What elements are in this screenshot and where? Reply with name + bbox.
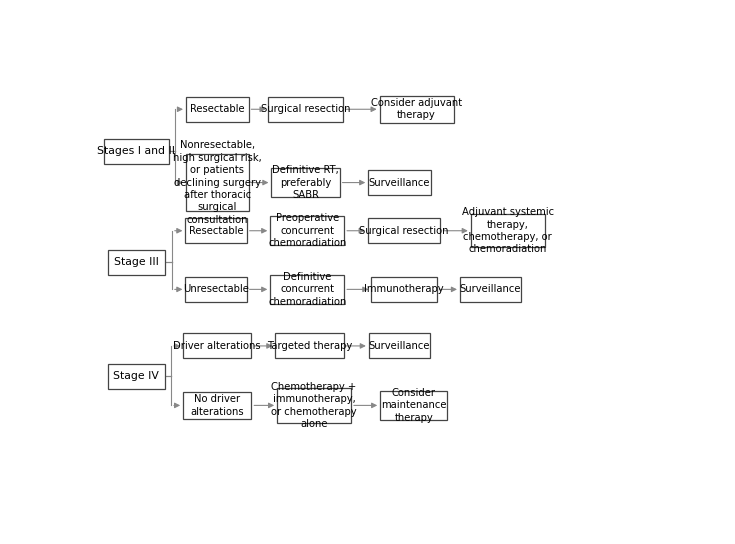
Text: Adjuvant systemic
therapy,
chemotherapy, or
chemoradiation: Adjuvant systemic therapy, chemotherapy,… [462, 207, 553, 255]
Text: Resectable: Resectable [189, 226, 243, 236]
Text: Resectable: Resectable [190, 104, 245, 114]
FancyBboxPatch shape [368, 170, 431, 195]
Text: Surgical resection: Surgical resection [261, 104, 351, 114]
FancyBboxPatch shape [183, 333, 251, 358]
FancyBboxPatch shape [270, 216, 344, 245]
FancyBboxPatch shape [276, 333, 344, 358]
FancyBboxPatch shape [185, 218, 247, 243]
FancyBboxPatch shape [108, 363, 165, 388]
Text: Stages I and II: Stages I and II [97, 146, 176, 156]
Text: Nonresectable,
high surgical risk,
or patients
declining surgery
after thoracic
: Nonresectable, high surgical risk, or pa… [173, 140, 262, 225]
FancyBboxPatch shape [470, 214, 545, 248]
FancyBboxPatch shape [270, 275, 344, 304]
Text: Surveillance: Surveillance [460, 285, 521, 294]
FancyBboxPatch shape [460, 277, 521, 302]
FancyBboxPatch shape [271, 168, 340, 197]
Text: Surgical resection: Surgical resection [359, 226, 449, 236]
FancyBboxPatch shape [104, 139, 169, 164]
FancyBboxPatch shape [371, 277, 437, 302]
Text: Surveillance: Surveillance [369, 341, 430, 351]
Text: Consider adjuvant
therapy: Consider adjuvant therapy [371, 98, 462, 120]
Text: Immunotherapy: Immunotherapy [365, 285, 444, 294]
FancyBboxPatch shape [185, 277, 247, 302]
FancyBboxPatch shape [186, 97, 248, 122]
Text: Definitive RT,
preferably
SABR: Definitive RT, preferably SABR [272, 165, 339, 200]
FancyBboxPatch shape [268, 97, 343, 122]
FancyBboxPatch shape [380, 391, 448, 420]
FancyBboxPatch shape [186, 154, 248, 211]
FancyBboxPatch shape [108, 250, 165, 275]
Text: Unresectable: Unresectable [183, 285, 249, 294]
FancyBboxPatch shape [379, 96, 453, 123]
Text: Chemotherapy +
immunotherapy,
or chemotherapy
alone: Chemotherapy + immunotherapy, or chemoth… [271, 382, 356, 429]
Text: Definitive
concurrent
chemoradiation: Definitive concurrent chemoradiation [268, 272, 346, 307]
Text: Targeted therapy: Targeted therapy [267, 341, 352, 351]
FancyBboxPatch shape [369, 333, 430, 358]
Text: Stage III: Stage III [114, 257, 159, 267]
Text: Surveillance: Surveillance [369, 177, 430, 188]
Text: No driver
alterations: No driver alterations [190, 394, 244, 417]
Text: Preoperative
concurrent
chemoradiation: Preoperative concurrent chemoradiation [268, 213, 346, 248]
FancyBboxPatch shape [277, 388, 351, 423]
Text: Driver alterations: Driver alterations [173, 341, 261, 351]
Text: Consider
maintenance
therapy: Consider maintenance therapy [381, 388, 446, 423]
FancyBboxPatch shape [183, 392, 251, 419]
FancyBboxPatch shape [368, 218, 440, 243]
Text: Stage IV: Stage IV [113, 371, 159, 381]
